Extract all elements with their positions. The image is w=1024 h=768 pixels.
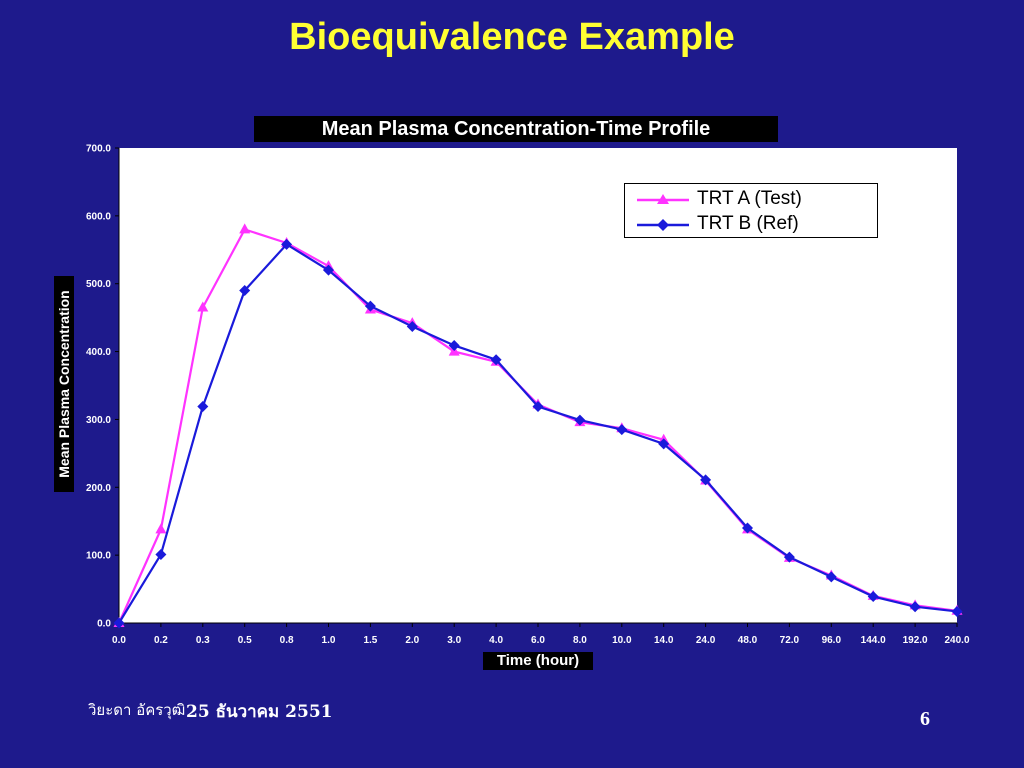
x-tick-label: 3.0 <box>447 635 461 646</box>
data-point-trt-b <box>490 354 502 366</box>
data-point-trt-a <box>155 523 167 534</box>
y-tick-label: 0.0 <box>97 619 111 630</box>
x-tick-label: 48.0 <box>738 635 758 646</box>
legend-marker-diamond-icon <box>637 219 689 231</box>
data-point-trt-b <box>448 339 460 351</box>
data-point-trt-b <box>323 264 334 276</box>
data-point-trt-b <box>783 551 795 563</box>
y-tick-label: 500.0 <box>86 279 111 290</box>
y-tick-label: 600.0 <box>86 211 111 222</box>
slide-title: Bioequivalence Example <box>289 16 735 58</box>
legend: TRT A (Test) TRT B (Ref) <box>624 183 878 238</box>
series-group <box>113 223 963 629</box>
data-point-trt-b <box>113 617 125 629</box>
y-tick-labels: 0.0 100.0 200.0 300.0 400.0 500.0 600.0 700.0 <box>86 144 111 630</box>
footer-author: วิยะดา อัครวุฒิ <box>88 701 186 719</box>
data-point-trt-b <box>155 548 167 560</box>
axes <box>115 147 958 627</box>
x-tick-label: 192.0 <box>903 635 928 646</box>
data-point-trt-b <box>239 285 251 296</box>
x-tick-label: 6.0 <box>531 635 545 646</box>
data-point-trt-b <box>532 401 544 413</box>
legend-marker-triangle-icon <box>637 194 689 204</box>
x-tick-label: 72.0 <box>780 635 800 646</box>
data-point-trt-b <box>700 474 712 486</box>
x-tick-label: 14.0 <box>654 635 674 646</box>
y-tick-label: 700.0 <box>86 144 111 155</box>
x-tick-label: 1.0 <box>322 635 336 646</box>
data-point-trt-b <box>825 571 837 583</box>
x-tick-label: 0.2 <box>154 635 168 646</box>
x-tick-label: 96.0 <box>822 635 842 646</box>
y-tick-label: 300.0 <box>86 415 111 426</box>
data-point-trt-b <box>658 438 670 450</box>
data-point-trt-b <box>406 320 418 332</box>
y-axis-label-text: Mean Plasma Concentration <box>56 290 72 478</box>
x-tick-label: 2.0 <box>405 635 419 646</box>
data-point-trt-b <box>574 414 586 426</box>
x-tick-label: 0.5 <box>238 635 252 646</box>
legend-entry-trt-a: TRT A (Test) <box>635 187 875 213</box>
data-point-trt-a <box>239 223 251 234</box>
x-tick-label: 8.0 <box>573 635 587 646</box>
data-point-trt-b <box>364 300 376 312</box>
x-tick-label: 144.0 <box>861 635 886 646</box>
x-tick-label: 240.0 <box>944 635 969 646</box>
data-point-trt-b <box>951 605 963 617</box>
x-tick-label: 0.3 <box>196 635 210 646</box>
data-point-trt-b <box>281 238 293 250</box>
y-tick-label: 200.0 <box>86 483 111 494</box>
x-tick-label: 1.5 <box>363 635 377 646</box>
x-tick-labels: 0.0 0.2 0.3 0.5 0.8 1.0 1.5 2.0 3.0 4.0 6.0 8.0 10.0… <box>112 635 970 646</box>
data-point-trt-b <box>197 401 209 413</box>
x-tick-label: 0.0 <box>112 635 126 646</box>
y-tick-label: 400.0 <box>86 347 111 358</box>
x-axis-label: Time (hour) <box>483 652 593 670</box>
data-point-trt-b <box>909 601 921 613</box>
x-tick-label: 10.0 <box>612 635 632 646</box>
y-axis-label: Mean Plasma Concentration <box>54 276 74 492</box>
page-number: 6 <box>920 708 930 730</box>
data-point-trt-b <box>742 522 753 534</box>
x-tick-label: 0.8 <box>280 635 294 646</box>
data-point-trt-b <box>867 591 879 603</box>
data-point-trt-a <box>197 301 209 312</box>
data-point-trt-b <box>616 424 628 436</box>
y-tick-label: 100.0 <box>86 551 111 562</box>
legend-entry-trt-b: TRT B (Ref) <box>635 212 875 238</box>
footer-date: 25 ธันวาคม 2551 <box>186 702 333 722</box>
legend-label-trt-a: TRT A (Test) <box>697 188 802 209</box>
legend-label-trt-b: TRT B (Ref) <box>697 213 799 234</box>
x-tick-label: 24.0 <box>696 635 716 646</box>
x-tick-label: 4.0 <box>489 635 503 646</box>
chart-title: Mean Plasma Concentration-Time Profile <box>254 116 778 142</box>
